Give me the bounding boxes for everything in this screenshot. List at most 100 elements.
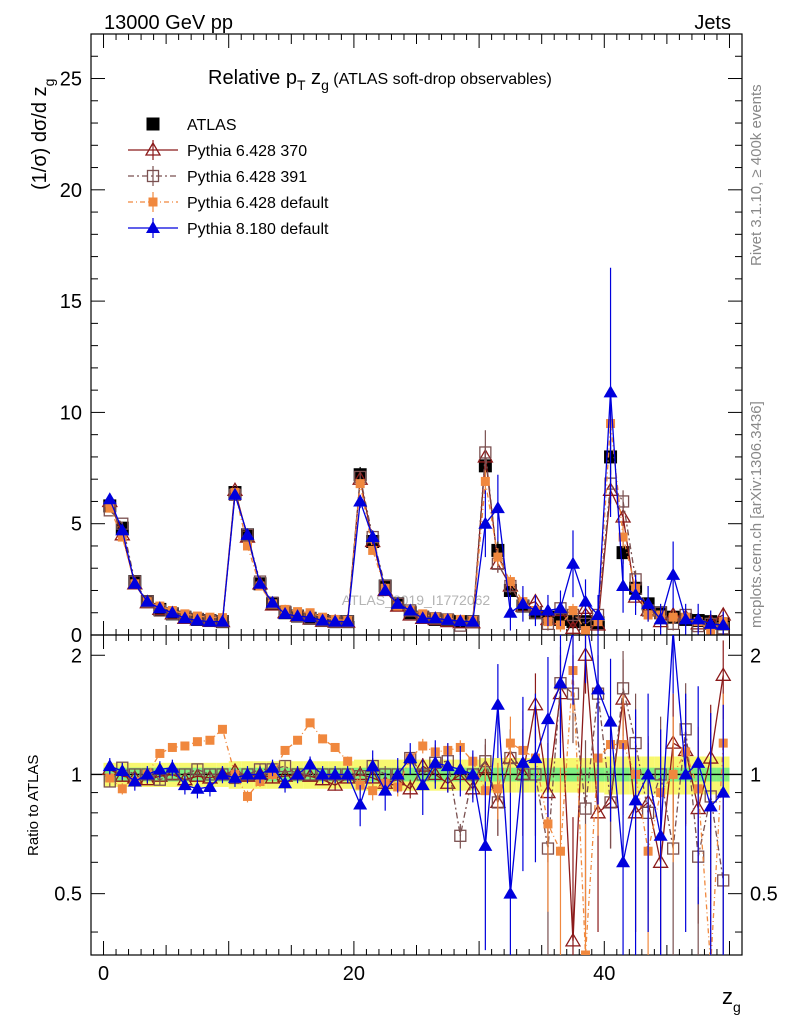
ratio-y-tick-label: 0.5 [54,884,82,906]
data-point [528,751,543,764]
data-point [144,141,162,156]
data-point [165,605,180,618]
data-point [253,576,268,589]
data-point [115,764,130,777]
data-point [715,667,732,681]
ratio-y-tick-label-right: 2 [750,645,761,667]
data-point [515,755,530,768]
data-point [191,763,204,776]
legend-entry: Pythia 6.428 370 [128,140,307,160]
data-point [428,755,443,768]
data-point [480,476,490,486]
data-point [668,769,678,779]
data-point [328,767,343,780]
data-point [326,776,344,791]
data-point [265,595,280,608]
data-point [616,682,630,695]
data-point [716,617,731,630]
data-point [565,556,580,569]
data-point [190,781,205,794]
legend-label: Pythia 6.428 370 [187,143,307,160]
data-point [340,614,355,627]
data-point [415,778,430,791]
data-point [540,712,555,725]
chart-title: Relative pT zg (ATLAS soft-drop observab… [208,67,552,93]
y-tick-label: 25 [60,69,82,91]
x-axis-label: zg [722,984,741,1015]
data-point [265,760,280,773]
data-point [215,767,230,780]
x-tick-label: 0 [98,963,109,985]
data-point [355,479,365,489]
data-point [303,757,318,770]
data-point [581,950,591,955]
data-point [691,755,706,768]
data-point [403,751,418,764]
data-point [553,601,568,614]
data-point [227,770,242,783]
data-point [215,614,230,627]
data-point [678,767,693,780]
data-point [616,855,631,868]
data-point [303,610,318,623]
data-point [428,611,443,624]
data-point [403,603,418,616]
data-point [564,932,582,947]
data-point [280,745,290,755]
data-point [578,594,593,607]
legend-label: Pythia 6.428 391 [187,169,307,186]
data-point [146,169,160,183]
data-point [703,616,718,629]
legend: ATLAS Pythia 6.428 370 Pythia 6.428 391 Pyt… [128,117,329,238]
ratio-y-tick-label-right: 0.5 [750,884,778,906]
data-point [616,546,630,560]
ratio-y-axis-label: Ratio to ATLAS [25,755,42,856]
ratio-y-tick-label-right: 1 [750,764,761,786]
data-point [105,503,115,513]
data-point [490,697,505,710]
data-point [293,735,303,745]
y-tick-label: 15 [60,291,82,313]
data-point [152,601,167,614]
legend-entry: Pythia 8.180 default [128,218,329,238]
data-point [479,446,492,459]
ratio-series-line [109,655,724,941]
data-point [368,545,378,555]
data-point [202,614,217,627]
data-point [641,767,656,780]
data-point [148,197,158,207]
data-point [653,828,668,841]
data-point [102,492,117,505]
data-point [278,776,293,789]
data-point [668,612,678,622]
data-point [528,603,543,616]
data-point [579,802,592,815]
data-point [453,614,468,627]
data-point [105,773,115,783]
data-point [290,767,305,780]
data-point [478,838,493,851]
data-point [603,714,618,727]
data-point [167,742,177,752]
data-point [666,567,681,580]
y-tick-label: 10 [60,402,82,424]
data-point [146,117,160,131]
header-right-label: Jets [694,12,731,34]
data-point [540,603,555,616]
ratio-panel-axes: 0 20 40 0.5 0.5 1 1 2 2 [54,634,778,985]
main-panel-series [101,267,732,636]
y-axis-label: (1/σ) dσ/d zg [29,79,57,190]
data-point [543,819,553,829]
data-point [190,613,205,626]
data-point [581,626,591,636]
data-point [278,759,292,773]
data-point [553,676,568,689]
data-point [415,611,430,624]
header-left-label: 13000 GeV pp [104,12,233,34]
data-point [614,508,632,523]
legend-label: Pythia 6.428 default [187,195,329,212]
data-point [343,756,353,766]
data-point [140,594,155,607]
